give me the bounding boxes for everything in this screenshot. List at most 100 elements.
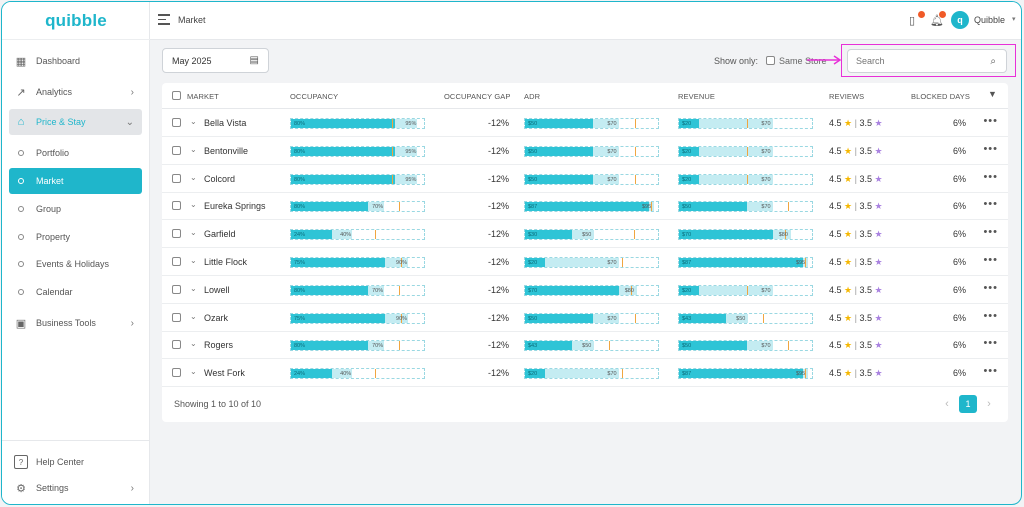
menu-toggle-icon[interactable] (158, 14, 170, 26)
row-actions-icon[interactable]: ••• (983, 170, 998, 183)
row-actions-icon[interactable]: ••• (983, 115, 998, 127)
sidebar-item-business-tools[interactable]: ▣ Business Tools › (9, 310, 142, 336)
avatar[interactable]: q (951, 11, 969, 29)
sidebar-item-analytics[interactable]: ↗ Analytics › (9, 79, 142, 105)
table-row[interactable]: ⌄ Garfield 24% 40% $30 $50 $70 $80 -12% 4.5 ★ | 3… (162, 220, 1008, 249)
column-market[interactable]: MARKET (187, 92, 219, 101)
market-name[interactable]: Garfield (204, 229, 236, 240)
sidebar-item-dashboard[interactable]: ▦ Dashboard (9, 48, 142, 74)
next-page-button[interactable]: › (987, 398, 991, 410)
adr-bar: $43 $50 (524, 340, 659, 352)
expand-row-icon[interactable]: ⌄ (190, 367, 197, 377)
market-name[interactable]: Ozark (204, 312, 229, 323)
column-occupancy[interactable]: OCCUPANCY (290, 92, 339, 101)
expand-row-icon[interactable]: ⌄ (190, 311, 197, 321)
market-name[interactable]: Bella Vista (204, 118, 247, 128)
bar-target-label: 40% (340, 371, 352, 378)
expand-row-icon[interactable]: ⌄ (190, 200, 197, 210)
user-name[interactable]: Quibble (974, 15, 1006, 25)
row-actions-icon[interactable]: ••• (983, 142, 998, 155)
row-checkbox[interactable] (172, 312, 181, 322)
row-checkbox[interactable] (172, 368, 181, 378)
search-input[interactable] (856, 56, 976, 66)
caret-down-icon[interactable]: ▾ (1012, 16, 1016, 23)
bar-marker (762, 313, 764, 323)
column-reviews[interactable]: REVIEWS (829, 92, 865, 101)
rating-value-secondary: 3.5 (859, 145, 872, 156)
expand-row-icon[interactable]: ⌄ (190, 144, 197, 154)
page-button[interactable]: 1 (959, 395, 977, 413)
column-blocked-days[interactable]: BLOCKED DAYS (911, 92, 970, 101)
adr-bar: $20 $70 (524, 257, 659, 268)
bell-icon[interactable]: 🔔︎ (930, 11, 946, 28)
expand-row-icon[interactable]: ⌄ (190, 117, 197, 126)
sidebar-item-group[interactable]: Group (9, 196, 142, 222)
row-checkbox[interactable] (172, 229, 181, 239)
row-checkbox[interactable] (172, 118, 181, 127)
market-name[interactable]: Rogers (204, 340, 234, 351)
table-row[interactable]: ⌄ Ozark 75% 90% $50 $70 $43 $50 -12% 4.5 ★ | 3.5 … (162, 304, 1008, 332)
search-icon[interactable]: ⌕ (990, 56, 996, 67)
row-checkbox[interactable] (172, 173, 181, 183)
table-row[interactable]: ⌄ Bentonville 80% 95% $50 $70 $20 $70 -12% 4.5 ★ … (162, 137, 1008, 165)
sidebar-item-property[interactable]: Property (9, 224, 142, 250)
expand-row-icon[interactable]: ⌄ (190, 339, 197, 349)
market-name[interactable]: Colcord (204, 173, 236, 184)
bullet-icon (18, 206, 24, 212)
month-picker[interactable]: May 2025 ▤ (162, 48, 269, 73)
table-row[interactable]: ⌄ Little Flock 75% 90% $20 $70 $87 $95 -12% 4.5 ★… (162, 248, 1008, 276)
sidebar-item-calendar[interactable]: Calendar (9, 279, 142, 305)
market-name[interactable]: Bentonville (204, 145, 249, 156)
column-occupancy-gap[interactable]: OCCUPANCY GAP (444, 92, 511, 101)
row-checkbox[interactable] (172, 145, 181, 155)
sidebar-item-portfolio[interactable]: Portfolio (9, 140, 142, 166)
expand-row-icon[interactable]: ⌄ (190, 256, 197, 265)
expand-row-icon[interactable]: ⌄ (190, 283, 197, 293)
clipboard-icon[interactable]: ▯ (909, 11, 925, 28)
row-actions-icon[interactable]: ••• (983, 254, 998, 266)
table-row[interactable]: ⌄ Colcord 80% 95% $50 $70 $20 $70 -12% 4.5 ★ | 3.… (162, 165, 1008, 193)
sidebar-item-events-holidays[interactable]: Events & Holidays (9, 251, 142, 277)
table-row[interactable]: ⌄ West Fork 24% 40% $20 $70 $87 $95 -12% 4.5 ★ | … (162, 359, 1008, 388)
row-checkbox[interactable] (172, 201, 181, 211)
expand-row-icon[interactable]: ⌄ (190, 172, 197, 182)
column-adr[interactable]: ADR (524, 92, 541, 101)
market-name[interactable]: Eureka Springs (204, 201, 266, 212)
row-checkbox[interactable] (172, 340, 181, 350)
column-menu-caret-icon[interactable]: ▼ (988, 89, 998, 99)
rating-value: 4.5 (829, 257, 842, 267)
row-actions-icon[interactable]: ••• (983, 365, 998, 378)
column-revenue[interactable]: REVENUE (678, 92, 715, 101)
star-icon: ★ (841, 340, 855, 351)
blocked-days-value: 6% (953, 173, 967, 184)
sidebar-item-settings[interactable]: ⚙ Settings › (9, 475, 142, 501)
sidebar-item-market[interactable]: Market (9, 168, 142, 194)
row-actions-icon[interactable]: ••• (983, 337, 998, 350)
adr-bar: $70 $80 (524, 284, 659, 296)
select-all-checkbox[interactable] (172, 91, 181, 100)
bar-actual (679, 369, 803, 379)
market-name[interactable]: West Fork (204, 368, 245, 379)
sidebar-item-help-center[interactable]: ? Help Center (9, 449, 142, 475)
bar-target-label: $70 (607, 121, 617, 127)
row-checkbox[interactable] (172, 284, 181, 294)
row-checkbox[interactable] (172, 257, 181, 266)
row-actions-icon[interactable]: ••• (983, 281, 998, 294)
same-store-checkbox[interactable] (766, 56, 775, 65)
prev-page-button[interactable]: ‹ (945, 398, 949, 410)
table-row[interactable]: ⌄ Lowell 80% 70% $70 $80 $20 $70 -12% 4.5 ★ | 3.5… (162, 276, 1008, 304)
table-row[interactable]: ⌄ Bella Vista 80% 95% $50 $70 $20 $70 -12% 4.5 ★ … (162, 109, 1008, 137)
search-field[interactable]: ⌕ (847, 49, 1007, 73)
table-row[interactable]: ⌄ Eureka Springs 80% 70% $87 $95 $50 $70 -12% 4.5… (162, 192, 1008, 221)
market-name[interactable]: Lowell (204, 284, 230, 295)
row-actions-icon[interactable]: ••• (983, 198, 998, 211)
occ-bar: 80% 95% (290, 173, 425, 185)
table-row[interactable]: ⌄ Rogers 80% 70% $43 $50 $50 $70 -12% 4.5 ★ | 3.5… (162, 331, 1008, 360)
blocked-days-value: 6% (953, 145, 967, 156)
expand-row-icon[interactable]: ⌄ (190, 228, 197, 238)
row-actions-icon[interactable]: ••• (983, 226, 998, 239)
occupancy-gap-value: -12% (488, 257, 510, 267)
row-actions-icon[interactable]: ••• (983, 309, 998, 322)
sidebar-item-price-stay[interactable]: ⌂ Price & Stay ⌄ (9, 109, 142, 135)
market-name[interactable]: Little Flock (204, 257, 248, 267)
